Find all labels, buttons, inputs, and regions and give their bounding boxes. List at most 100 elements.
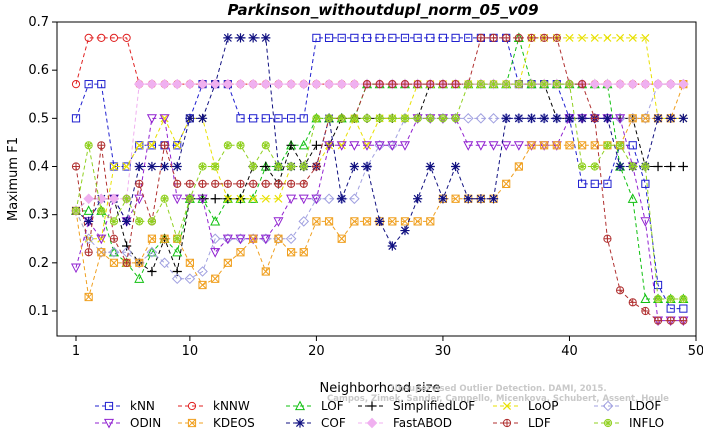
series-line-odin (75, 117, 684, 322)
legend-marker-kdeos (187, 418, 197, 428)
data-point-kdeos (109, 258, 119, 267)
y-tick-label: 0.2 (28, 256, 49, 271)
y-axis-label: Maximum F1 (6, 137, 21, 221)
data-point-ldof (121, 246, 132, 258)
data-point-ldf (514, 33, 523, 42)
data-point-loop (249, 194, 258, 203)
data-point-cof (501, 113, 511, 123)
data-point-inflo (413, 114, 422, 123)
data-point-loop (603, 33, 612, 42)
data-point-kdeos (628, 114, 637, 123)
legend-marker-knn (104, 401, 114, 411)
data-point-ldf (274, 179, 283, 188)
data-point-ldof (640, 113, 651, 124)
data-point-kdeos (211, 274, 220, 283)
legend-item-knnw: kNNW (178, 399, 250, 413)
data-point-ldof (273, 233, 284, 245)
data-point-fastabod (602, 78, 613, 90)
data-point-inflo (514, 80, 523, 89)
data-point-cof (577, 113, 587, 123)
data-point-kdeos (502, 179, 511, 188)
data-point-kdeos (552, 141, 561, 150)
data-point-inflo (540, 80, 549, 89)
data-point-loop (578, 33, 587, 42)
legend-label: LDF (528, 416, 551, 430)
data-point-fastabod (273, 78, 284, 90)
legend-marker-odin (103, 418, 115, 429)
legend-label: LoOP (528, 399, 559, 413)
data-point-knn (464, 33, 473, 42)
data-point-ldof (171, 273, 183, 285)
data-point-ldf (413, 80, 422, 89)
data-point-simplifiedlof (653, 161, 663, 172)
data-point-fastabod (665, 78, 677, 90)
data-point-ldf (679, 316, 688, 325)
data-point-ldof (475, 113, 487, 124)
data-point-ldof (323, 193, 335, 205)
data-point-inflo (362, 114, 372, 123)
data-point-odin (273, 217, 284, 227)
data-point-odin (197, 194, 208, 205)
legend-label: kNNW (213, 399, 250, 413)
series-line-knnw (75, 37, 684, 85)
data-point-ldf (438, 80, 448, 89)
y-tick-label: 0.3 (28, 208, 49, 223)
data-point-ldof (133, 257, 145, 269)
data-point-odin (475, 141, 486, 151)
data-point-knn (274, 114, 283, 123)
data-point-knn (603, 179, 612, 188)
data-point-inflo (628, 162, 637, 171)
data-point-simplifiedlof (678, 161, 688, 172)
data-point-cof (476, 194, 486, 204)
data-point-odin (159, 114, 170, 124)
legend-label: KDEOS (213, 416, 255, 430)
data-point-odin (513, 141, 524, 151)
data-point-ldof (95, 246, 107, 258)
data-point-inflo (173, 234, 182, 243)
data-point-ldf (287, 179, 296, 188)
legend-marker-fastabod (366, 417, 378, 429)
data-point-cof (602, 113, 613, 123)
data-point-knn (666, 304, 675, 313)
data-point-ldof (209, 233, 221, 245)
data-point-odin (463, 141, 474, 151)
data-point-cof (223, 33, 233, 43)
data-point-cof (526, 113, 537, 123)
series-knn (71, 33, 688, 313)
data-point-loop (628, 33, 637, 42)
legend-label: SimplifiedLOF (393, 399, 475, 413)
data-point-fastabod (678, 78, 689, 90)
data-point-loop (173, 141, 182, 150)
data-point-inflo (464, 80, 473, 89)
data-point-fastabod (298, 78, 310, 90)
data-point-ldof (488, 113, 499, 124)
data-point-kdeos (97, 248, 106, 257)
data-point-inflo (603, 141, 612, 150)
legend-item-cof: COF (286, 416, 346, 430)
data-point-knn (578, 179, 587, 188)
watermark-line-2: Campos, Zimek, Sander, Campello, Micenko… (327, 394, 669, 404)
data-point-knn (173, 141, 182, 150)
data-point-inflo (565, 80, 574, 89)
legend-item-ldf: LDF (493, 416, 551, 430)
data-point-fastabod (146, 78, 158, 90)
data-point-ldf (603, 234, 612, 243)
data-point-fastabod (627, 78, 639, 90)
data-point-kdeos (198, 280, 207, 290)
data-point-knn (653, 280, 663, 290)
data-point-inflo (438, 114, 448, 123)
data-point-ldf (590, 114, 599, 123)
data-point-cof (666, 113, 676, 123)
data-point-odin (311, 194, 322, 205)
data-point-cof (362, 161, 372, 172)
data-point-ldf (185, 179, 194, 188)
data-point-ldf (249, 179, 258, 188)
series-line-loop (75, 37, 684, 240)
data-point-ldf (451, 80, 460, 89)
series-fastabod (70, 78, 689, 217)
data-point-cof (349, 161, 359, 172)
legend-marker-simplifiedlof (367, 401, 377, 411)
data-point-odin (96, 234, 107, 245)
legend-item-loop: LoOP (493, 399, 559, 413)
data-point-cof (185, 113, 195, 123)
